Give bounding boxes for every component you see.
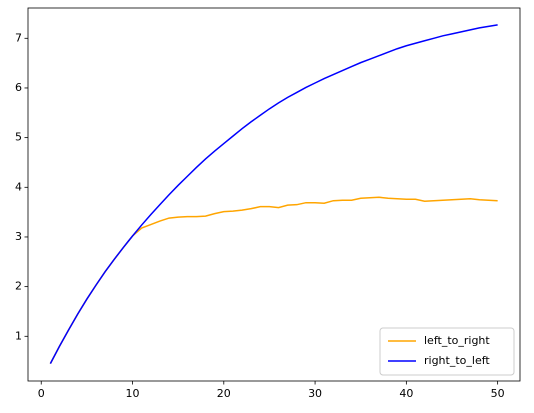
- y-tick-label: 5: [15, 131, 22, 144]
- x-tick-label: 20: [217, 387, 231, 400]
- x-tick-label: 10: [126, 387, 140, 400]
- axes-frame: [27, 7, 521, 382]
- series-line: [49, 24, 498, 364]
- y-tick-label: 6: [15, 81, 22, 94]
- x-tick-label: 40: [399, 387, 413, 400]
- y-tick-label: 4: [15, 180, 22, 193]
- y-tick-label: 1: [15, 329, 22, 342]
- x-tick-label: 0: [38, 387, 45, 400]
- y-tick-label: 3: [15, 230, 22, 243]
- x-tick-label: 50: [491, 387, 505, 400]
- y-tick-label: 2: [15, 280, 22, 293]
- legend-label: right_to_left: [424, 354, 490, 367]
- x-tick-label: 30: [308, 387, 322, 400]
- y-tick-label: 7: [15, 31, 22, 44]
- legend-box: [379, 327, 515, 376]
- legend-label: left_to_right: [424, 334, 490, 347]
